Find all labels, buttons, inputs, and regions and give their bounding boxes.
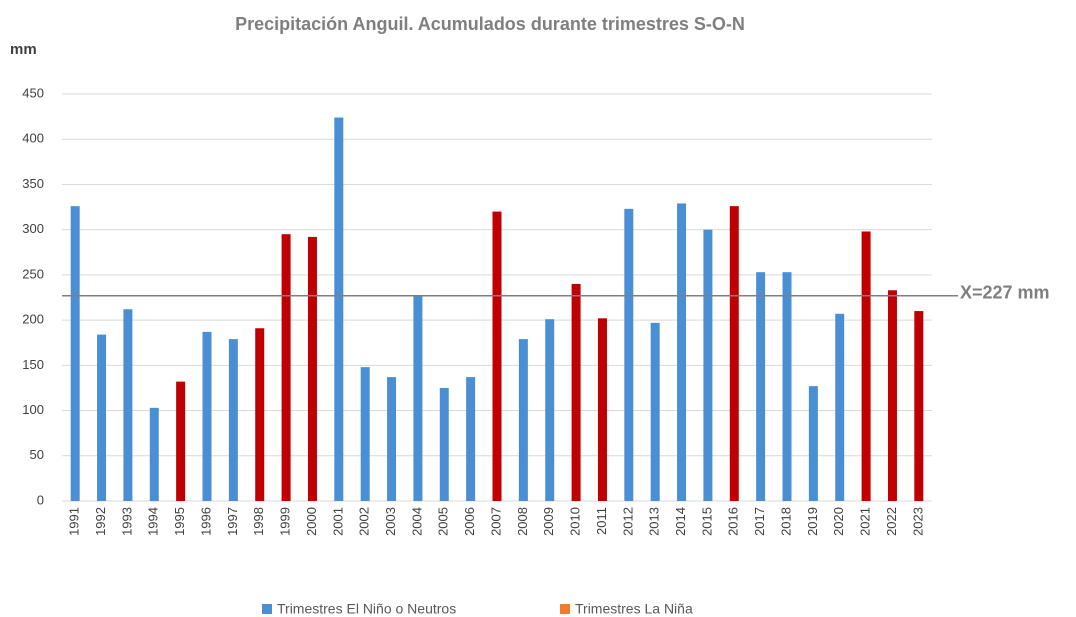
bar [571,283,581,501]
bar [97,334,107,501]
bar [123,309,133,501]
bar [782,272,792,501]
x-tick-label: 2007 [488,507,503,536]
x-tick-label: 2002 [357,507,372,536]
x-tick-label: 2014 [673,507,688,536]
x-tick-label: 2006 [462,507,477,536]
x-tick-label: 2003 [383,507,398,536]
bar [176,381,186,501]
bar [492,211,502,502]
bar [518,339,528,501]
bar [729,206,739,501]
x-tick-label: 1993 [119,507,134,536]
bar [914,311,924,501]
bar [360,367,370,501]
bar [70,206,80,501]
x-tick-label: 1997 [225,507,240,536]
bar [624,208,634,501]
y-tick-label: 200 [22,312,44,327]
y-tick-label: 450 [22,85,44,100]
x-tick-label: 2012 [620,507,635,536]
y-tick-label: 50 [30,447,44,462]
bar [413,295,423,501]
x-tick-label: 2023 [910,507,925,536]
legend-swatch [262,604,272,614]
bar [808,386,818,501]
x-tick-label: 1991 [67,507,82,536]
bar [887,290,897,501]
chart-title: Precipitación Anguil. Acumulados durante… [235,14,745,34]
x-tick-label: 2000 [304,507,319,536]
x-tick-label: 2022 [884,507,899,536]
bar [861,231,871,501]
bar [835,313,845,501]
x-tick-label: 2016 [726,507,741,536]
x-tick-label: 2008 [515,507,530,536]
bar [307,236,317,501]
bar [466,377,476,501]
x-tick-label: 1996 [198,507,213,536]
y-tick-label: 150 [22,357,44,372]
bar [255,328,265,501]
x-tick-label: 2021 [858,507,873,536]
y-tick-label: 350 [22,176,44,191]
x-tick-label: 2005 [436,507,451,536]
y-tick-label: 100 [22,402,44,417]
x-tick-label: 2020 [831,507,846,536]
bar [228,339,238,501]
bar [439,387,449,501]
bar [387,377,397,501]
y-tick-label: 300 [22,221,44,236]
x-tick-label: 2015 [699,507,714,536]
bar [545,319,555,501]
bar [677,203,687,501]
x-tick-label: 2017 [752,507,767,536]
y-tick-label: 400 [22,131,44,146]
x-tick-label: 2001 [330,507,345,536]
bar [202,331,212,501]
x-tick-label: 2018 [778,507,793,536]
legend-label: Trimestres La Niña [575,601,693,617]
x-tick-label: 1998 [251,507,266,536]
y-axis-label: mm [10,41,37,58]
x-tick-label: 2019 [805,507,820,536]
y-tick-label: 0 [37,492,44,507]
x-tick-label: 2004 [409,507,424,536]
x-tick-label: 1992 [93,507,108,536]
x-tick-label: 2010 [568,507,583,536]
x-tick-label: 2011 [594,507,609,535]
bar [149,407,159,501]
bar [597,318,607,501]
bar [281,234,291,501]
x-tick-label: 1994 [146,507,161,536]
bar [334,117,344,501]
reference-label: X=227 mm [960,282,1050,302]
y-tick-label: 250 [22,266,44,281]
legend-label: Trimestres El Niño o Neutros [277,601,456,617]
bar [703,229,713,501]
bar [650,322,660,501]
bar [756,272,766,501]
legend-swatch [560,604,570,614]
x-tick-label: 1999 [278,507,293,536]
x-tick-label: 2013 [647,507,662,536]
x-tick-label: 2009 [541,507,556,536]
x-tick-label: 1995 [172,507,187,536]
